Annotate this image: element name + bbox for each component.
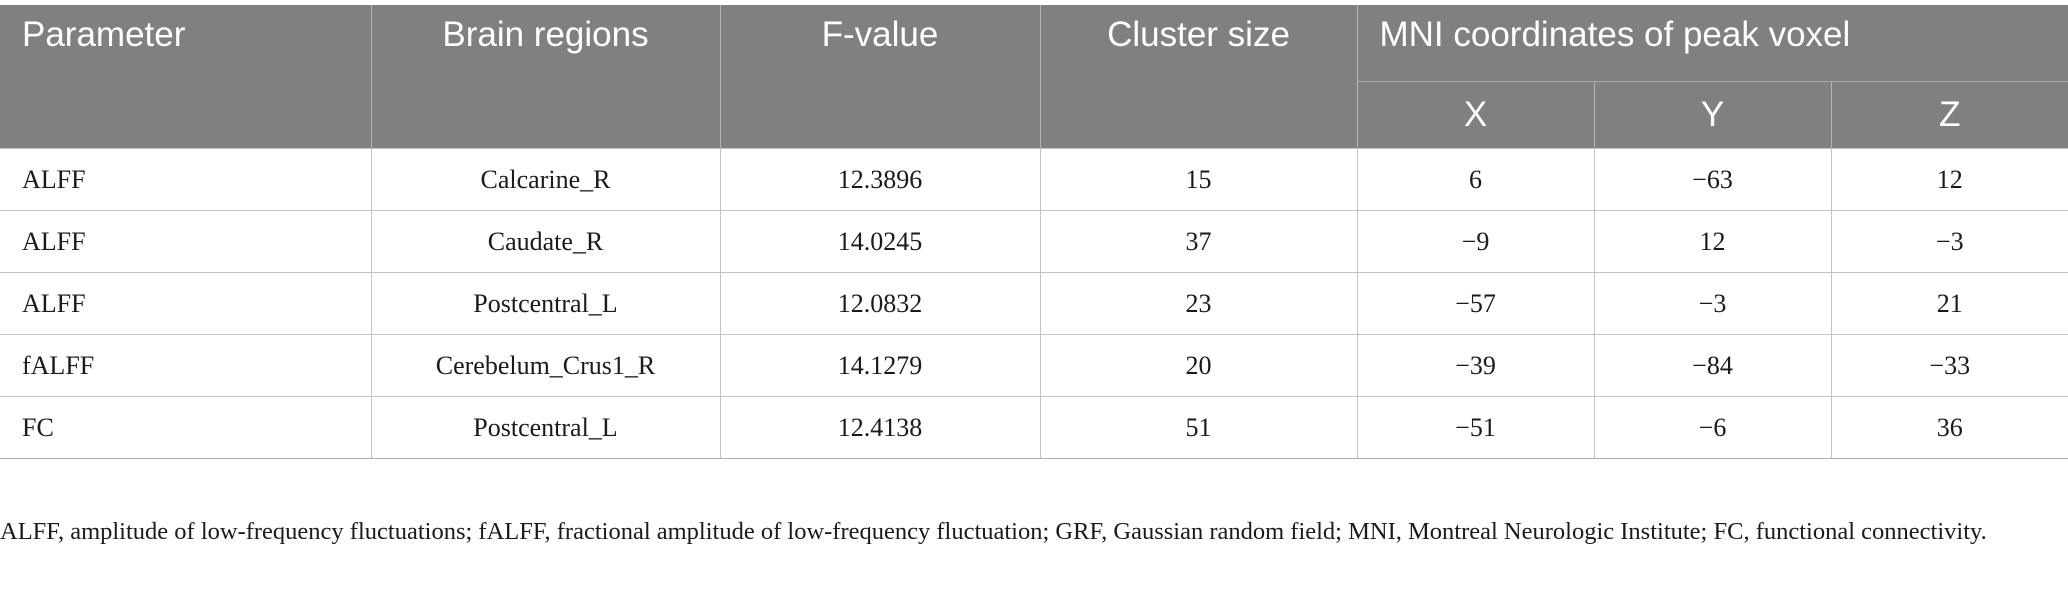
header-mni-coordinates: MNI coordinates of peak voxel — [1356, 5, 2068, 82]
cell-y: −3 — [1593, 272, 1832, 335]
cell-parameter: fALFF — [0, 334, 372, 397]
table-row: fALFF Cerebelum_Crus1_R 14.1279 20 −39 −… — [0, 334, 2068, 397]
cell-f-value: 14.1279 — [719, 334, 1041, 397]
cell-region: Postcentral_L — [370, 272, 721, 335]
header-z: Z — [1830, 81, 2068, 149]
cell-region: Cerebelum_Crus1_R — [370, 334, 721, 397]
cell-x: −51 — [1356, 396, 1595, 459]
cell-parameter: ALFF — [0, 210, 372, 273]
cell-x: 6 — [1356, 148, 1595, 211]
cell-y: −63 — [1593, 148, 1832, 211]
table-row: ALFF Calcarine_R 12.3896 15 6 −63 12 — [0, 148, 2068, 211]
cell-z: 36 — [1830, 396, 2068, 459]
cell-x: −39 — [1356, 334, 1595, 397]
cell-cluster-size: 37 — [1039, 210, 1358, 273]
cell-cluster-size: 15 — [1039, 148, 1358, 211]
cell-parameter: FC — [0, 396, 372, 459]
cell-y: 12 — [1593, 210, 1832, 273]
table-footnote: ALFF, amplitude of low-frequency fluctua… — [0, 518, 1987, 545]
cell-parameter: ALFF — [0, 272, 372, 335]
cell-cluster-size: 23 — [1039, 272, 1358, 335]
results-table: Parameter Brain regions F-value Cluster … — [0, 5, 2068, 459]
cell-f-value: 12.0832 — [719, 272, 1041, 335]
cell-x: −57 — [1356, 272, 1595, 335]
header-cluster-size: Cluster size — [1039, 5, 1358, 149]
table-header: Parameter Brain regions F-value Cluster … — [0, 5, 2068, 149]
header-x: X — [1356, 81, 1595, 149]
cell-z: −3 — [1830, 210, 2068, 273]
cell-z: 12 — [1830, 148, 2068, 211]
header-row-sub: X Y Z — [0, 81, 2068, 149]
cell-region: Caudate_R — [370, 210, 721, 273]
cell-cluster-size: 20 — [1039, 334, 1358, 397]
table-row: ALFF Caudate_R 14.0245 37 −9 12 −3 — [0, 210, 2068, 273]
cell-y: −84 — [1593, 334, 1832, 397]
cell-f-value: 12.3896 — [719, 148, 1041, 211]
cell-parameter: ALFF — [0, 148, 372, 211]
header-brain-regions: Brain regions — [370, 5, 721, 149]
table-body: ALFF Calcarine_R 12.3896 15 6 −63 12 ALF… — [0, 148, 2068, 459]
header-row-top: Parameter Brain regions F-value Cluster … — [0, 5, 2068, 149]
cell-cluster-size: 51 — [1039, 396, 1358, 459]
table-row: FC Postcentral_L 12.4138 51 −51 −6 36 — [0, 396, 2068, 459]
header-parameter: Parameter — [0, 5, 372, 149]
header-f-value: F-value — [719, 5, 1041, 149]
cell-region: Postcentral_L — [370, 396, 721, 459]
cell-y: −6 — [1593, 396, 1832, 459]
header-y: Y — [1593, 81, 1832, 149]
cell-f-value: 14.0245 — [719, 210, 1041, 273]
cell-region: Calcarine_R — [370, 148, 721, 211]
cell-f-value: 12.4138 — [719, 396, 1041, 459]
cell-z: 21 — [1830, 272, 2068, 335]
cell-z: −33 — [1830, 334, 2068, 397]
cell-x: −9 — [1356, 210, 1595, 273]
table-row: ALFF Postcentral_L 12.0832 23 −57 −3 21 — [0, 272, 2068, 335]
